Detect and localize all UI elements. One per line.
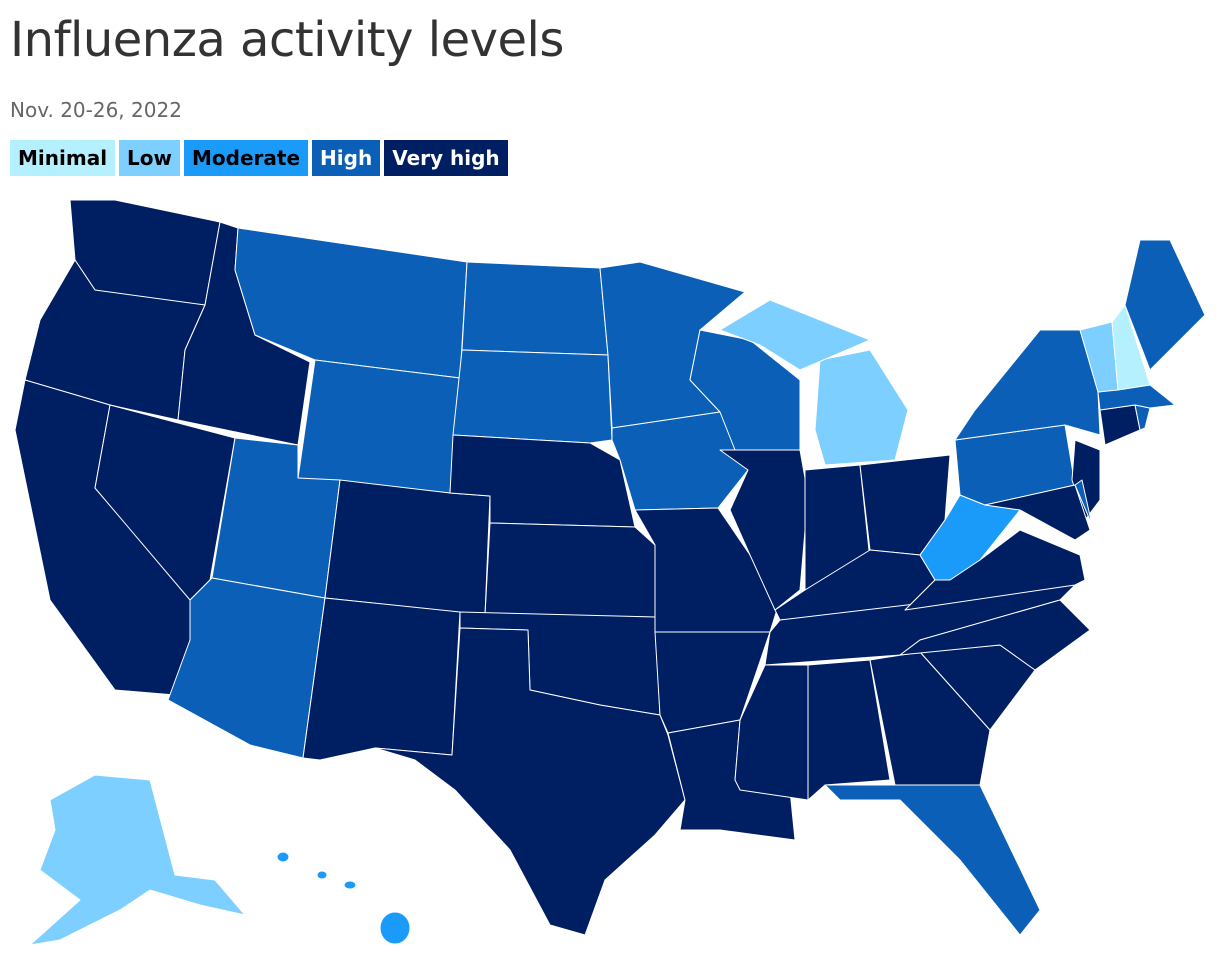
state xyxy=(167,577,326,759)
state xyxy=(276,851,290,863)
state xyxy=(807,659,891,801)
legend-item: High xyxy=(312,140,381,176)
state xyxy=(324,479,491,616)
title: Influenza activity levels xyxy=(10,12,564,68)
legend-item: Low xyxy=(119,140,181,176)
state xyxy=(634,507,781,633)
state xyxy=(719,299,871,371)
legend-item: Moderate xyxy=(184,140,309,176)
state xyxy=(1124,239,1206,371)
state xyxy=(1111,304,1151,391)
legend: Minimal Low Moderate High Very high xyxy=(10,140,508,176)
state xyxy=(824,784,1041,936)
state xyxy=(343,880,357,890)
state xyxy=(297,359,461,494)
state xyxy=(452,349,613,444)
state xyxy=(984,484,1091,541)
state xyxy=(1074,479,1093,526)
state xyxy=(484,522,656,618)
legend-item: Very high xyxy=(384,140,508,176)
subtitle: Nov. 20-26, 2022 xyxy=(10,98,182,122)
state xyxy=(954,329,1101,441)
state xyxy=(29,774,246,946)
state xyxy=(899,599,1091,671)
state xyxy=(302,597,461,761)
state xyxy=(1099,404,1141,446)
state xyxy=(814,349,909,466)
state xyxy=(379,911,411,945)
state xyxy=(374,627,686,936)
state xyxy=(316,870,328,880)
legend-item: Minimal xyxy=(10,140,116,176)
state xyxy=(689,329,801,451)
state xyxy=(461,261,609,356)
